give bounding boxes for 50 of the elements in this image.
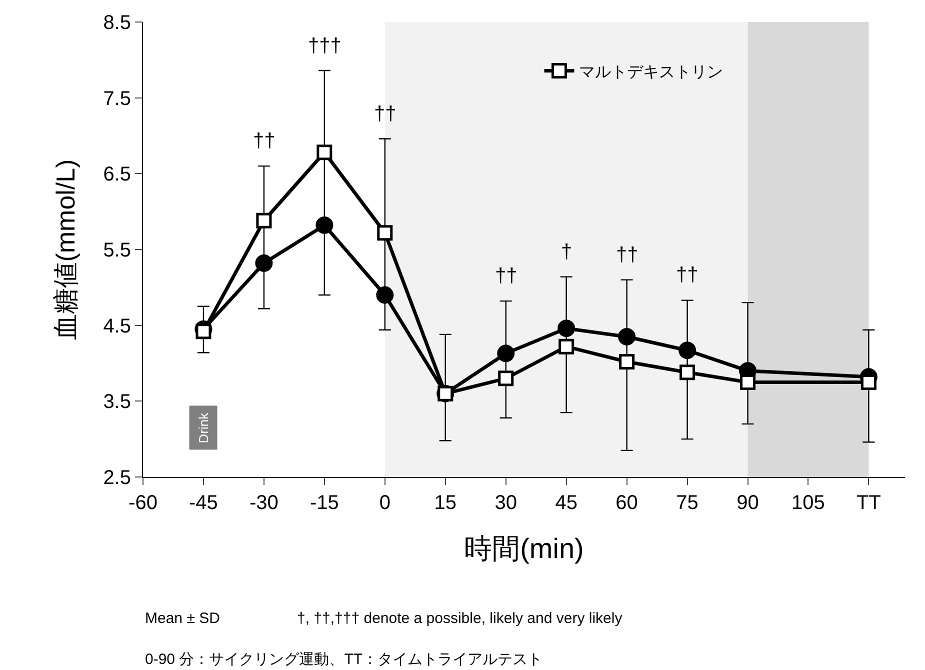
x-tick-label: 75 [676,492,698,514]
x-tick-label: 90 [736,492,759,514]
x-tick-label: -45 [189,492,218,514]
text: †, ††,††† denote a possible, likely and very likely [297,610,623,627]
point [678,342,696,360]
annotation: †† [495,265,518,287]
x-tick-label: -30 [249,492,278,514]
y-tick-label: 8.5 [103,12,131,34]
y-tick-label: 6.5 [103,164,131,186]
annotation: †† [253,130,276,152]
y-axis-title: 血糖値(mmol/L) [50,159,81,340]
x-tick-label: -60 [128,492,158,514]
point [376,286,394,304]
annotation: †† [616,244,638,266]
point [498,370,514,386]
annotation: †† [676,264,698,286]
x-tick-label: -15 [310,492,339,514]
x-tick-label: 0 [379,492,390,514]
point [316,144,332,160]
point [377,225,393,241]
annotation: Drink [196,412,211,444]
y-tick-label: 5.5 [103,240,131,262]
x-tick-label: 30 [494,492,517,514]
text: 0-90 分：サイクリング運動、TT：タイムトライアルテスト [145,651,543,668]
y-tick-label: 2.5 [103,467,131,489]
text: Mean ± SD [145,610,220,627]
point [255,254,273,272]
x-tick-label: 15 [434,492,457,514]
x-tick-label: 60 [616,492,638,514]
x-tick-label: 105 [792,492,825,514]
y-tick-label: 7.5 [103,88,131,110]
point [316,216,334,234]
point [497,344,515,362]
x-tick-label: 45 [555,492,578,514]
y-tick-label: 3.5 [103,391,131,414]
x-axis-title: 時間(min) [464,533,584,564]
point [558,338,574,354]
point [619,354,635,370]
point [256,212,272,228]
y-tick-label: 4.5 [103,315,131,338]
x-tick-label: TT [856,492,881,514]
point [618,328,636,346]
point [740,374,756,390]
point [558,320,576,338]
point [196,324,212,340]
annotation: † [561,241,572,263]
legend-label: マルトデキストリン [579,64,724,81]
annotation: †† [374,103,396,125]
point [680,364,696,380]
annotation: ††† [308,35,342,57]
